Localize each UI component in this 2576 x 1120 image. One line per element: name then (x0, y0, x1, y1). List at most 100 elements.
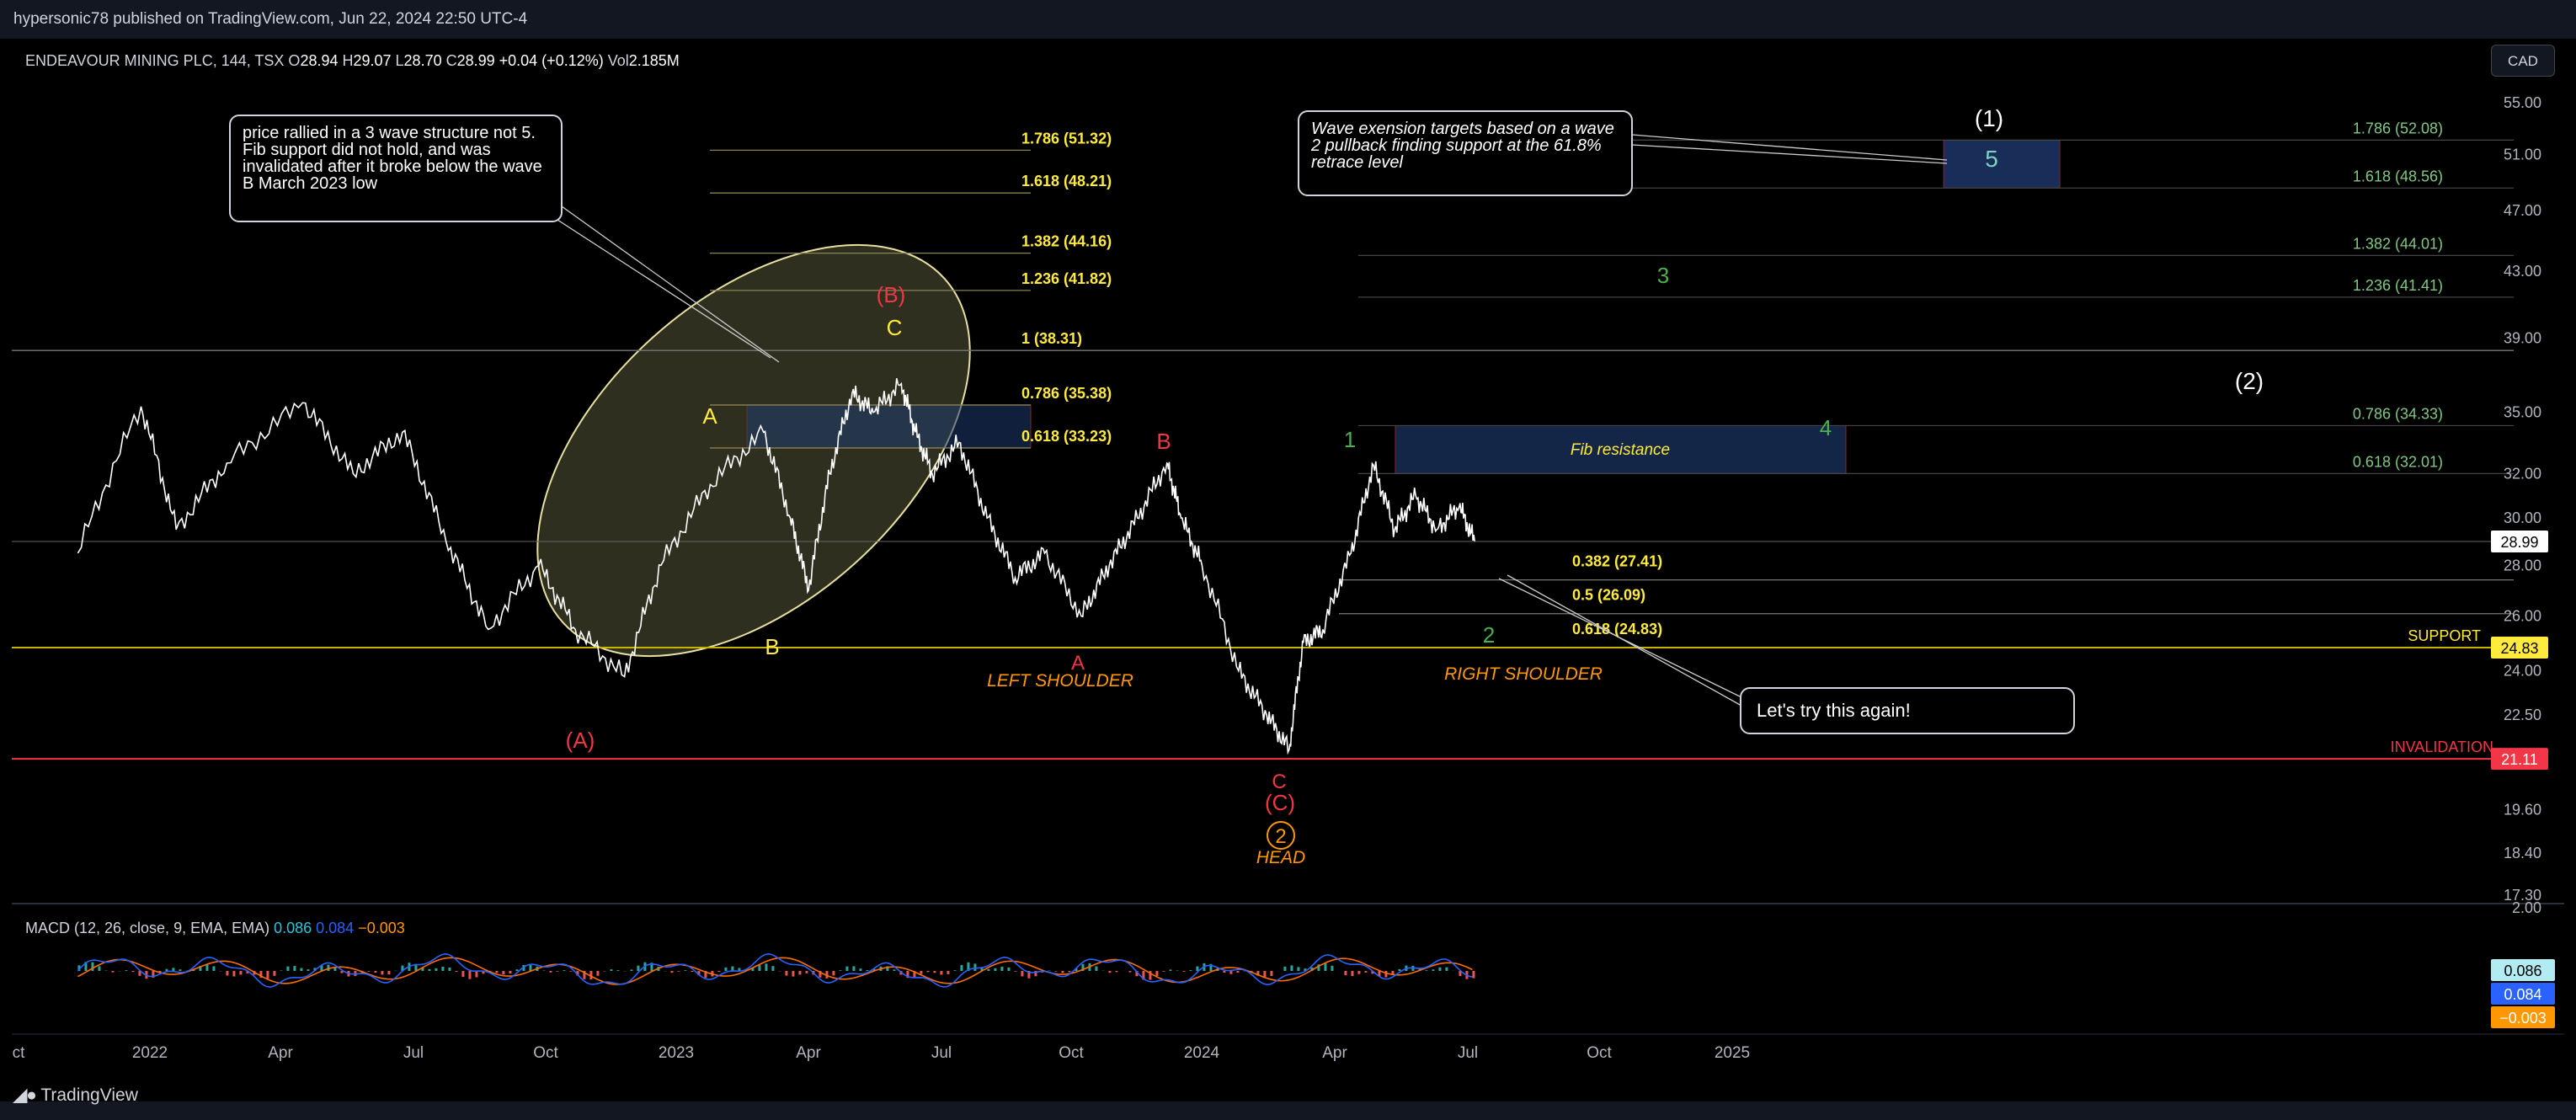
macd-hist-bar (435, 968, 438, 971)
x-tick-label: Oct (1059, 1044, 1084, 1062)
x-tick-label: 2023 (659, 1044, 694, 1062)
macd-badge-2: −0.003 (2499, 1010, 2547, 1027)
macd-hist-bar (367, 971, 371, 972)
macd-hist-bar (1196, 966, 1199, 971)
macd-hist-bar (205, 963, 209, 971)
macd-hist-bar (509, 971, 512, 974)
macd-hist-bar (468, 971, 472, 979)
macd-hist-bar (246, 971, 249, 973)
macd-hist-bar (1155, 971, 1159, 977)
wave-label-4: 4 (1820, 415, 1832, 440)
macd-hist-bar (266, 971, 269, 979)
fib-label-left: 1.236 (41.82) (1021, 270, 1112, 287)
y-tick-label: 26.00 (2504, 608, 2541, 625)
macd-hist-bar (1297, 967, 1300, 971)
macd-hist-bar (792, 971, 795, 977)
macd-hist-bar (495, 971, 499, 973)
macd-hist-bar (1310, 967, 1314, 971)
y-tick-label: 39.00 (2504, 330, 2541, 347)
wave-label-B-paren: (B) (877, 282, 906, 307)
macd-hist-bar (1108, 971, 1112, 973)
macd-hist-bar (1351, 971, 1354, 977)
macd-hist-bar (84, 962, 88, 971)
publisher-text: hypersonic78 published on TradingView.co… (13, 10, 528, 28)
macd-badge-bg (2491, 959, 2555, 981)
macd-hist-bar (866, 970, 869, 971)
fib-label-right: 0.786 (34.33) (2353, 405, 2443, 422)
macd-axis-top: 2.00 (2512, 899, 2541, 916)
macd-hist-bar (515, 969, 519, 971)
macd-hist-bar (704, 971, 707, 979)
macd-hist-bar (455, 971, 458, 972)
macd-hist-bar (421, 967, 424, 971)
macd-hist-bar (1014, 971, 1017, 972)
macd-hist-bar (967, 962, 970, 971)
macd-hist-bar (940, 971, 943, 975)
macd-badge-bg (2491, 983, 2555, 1005)
x-tick-label: 2022 (132, 1044, 168, 1062)
macd-hist-bar (616, 970, 620, 971)
macd-hist-bar (212, 966, 216, 971)
macd-hist-bar (1068, 971, 1071, 973)
macd-hist-bar (947, 971, 950, 974)
macd-hist-bar (502, 971, 505, 975)
macd-hist-bar (825, 971, 829, 979)
macd-hist-bar (563, 970, 566, 971)
macd-hist-bar (239, 971, 243, 975)
publisher-bar: hypersonic78 published on TradingView.co… (0, 0, 2576, 39)
y-tick-label: 47.00 (2504, 202, 2541, 219)
macd-hist-bar (1075, 968, 1078, 971)
macd-hist-bar (845, 966, 849, 971)
macd-hist-bar (731, 966, 734, 971)
macd-hist-bar (1135, 971, 1139, 977)
macd-hist-bar (226, 971, 229, 976)
macd-hist-bar (125, 970, 128, 971)
macd-hist-bar (1331, 965, 1334, 971)
macd-hist-bar (798, 971, 802, 975)
macd-hist-bar (717, 971, 721, 973)
fib-label-left: 0.786 (35.38) (1021, 385, 1112, 402)
macd-hist-bar (1283, 966, 1287, 971)
macd-hist-bar (522, 964, 525, 971)
macd-hist-bar (1142, 971, 1145, 980)
macd-hist-bar (1445, 967, 1448, 971)
macd-hist-bar (1007, 967, 1011, 971)
macd-hist-bar (785, 971, 788, 976)
currency-button[interactable]: CAD (2491, 45, 2555, 77)
x-tick-label: Apr (268, 1044, 293, 1062)
macd-hist-bar (839, 970, 842, 971)
macd-hist-bar (1459, 971, 1462, 977)
fib-label-right: 0.618 (32.01) (2353, 453, 2443, 470)
macd-hist-bar (1398, 968, 1401, 971)
tradingview-logo[interactable]: ◢● TradingView (13, 1085, 138, 1106)
macd-hist-bar (913, 971, 916, 978)
macd-hist-bar (589, 971, 593, 980)
tradingview-logo-icon: ◢● (13, 1085, 37, 1105)
macd-hist-bar (1229, 971, 1233, 974)
macd-badge-bg (2491, 1006, 2555, 1028)
macd-hist-bar (933, 971, 936, 973)
macd-hist-bar (374, 971, 377, 973)
macd-hist-bar (1223, 971, 1226, 973)
fib-label-left: 1 (38.31) (1021, 330, 1082, 347)
macd-hist-bar (549, 971, 552, 973)
wave-label-1: 1 (1344, 427, 1356, 452)
support-badge: 24.83 (2500, 640, 2538, 657)
macd-hist-bar (1425, 970, 1428, 971)
wave-label-A-red: A (1071, 652, 1085, 675)
macd-line (77, 952, 1473, 988)
x-tick-label: ct (13, 1044, 26, 1062)
wave-label-A-paren: (A) (566, 728, 595, 753)
x-tick-label: Apr (796, 1044, 821, 1062)
macd-hist-bar (77, 965, 81, 971)
fib-label-right: 1.786 (52.08) (2353, 120, 2443, 136)
tradingview-brand-text: TradingView (40, 1085, 138, 1105)
y-tick-label: 22.50 (2504, 707, 2541, 723)
macd-hist-bar (152, 971, 155, 978)
wave-label-C-red: C (1272, 771, 1286, 793)
fib-label-right: 1.618 (48.56) (2353, 168, 2443, 184)
support-label: SUPPORT (2408, 627, 2481, 644)
fib-label-left: 0.618 (33.23) (1021, 428, 1112, 445)
macd-hist-bar (1371, 971, 1374, 974)
